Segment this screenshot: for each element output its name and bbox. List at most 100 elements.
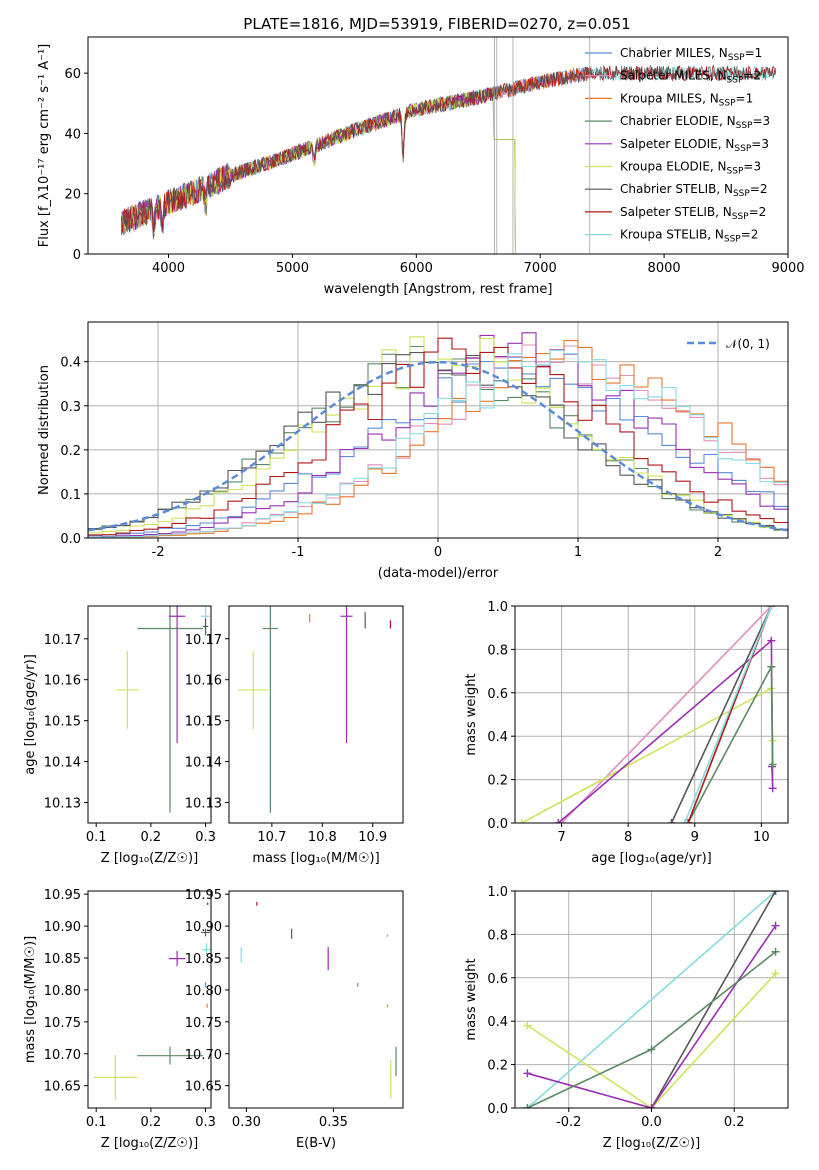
errorbar-point (93, 1055, 138, 1100)
y-tick-label: 10.70 (185, 1048, 222, 1063)
x-tick-label: 9000 (771, 261, 804, 276)
mass_vs_ebv-axes: 0.30 0.35 10.65 10.70 10.75 10.80 10.85 10.90 10… (185, 888, 404, 1151)
y-tick-label: 0.6 (487, 972, 508, 987)
y-tick-label: 1.0 (487, 885, 508, 900)
weight-marker (767, 606, 776, 610)
x-tick-label: 1 (574, 545, 582, 560)
x-tick-label: 5000 (276, 261, 309, 276)
weight-line-salpeter-elodie (557, 638, 774, 823)
x-tick-label: 0.0 (641, 1115, 662, 1130)
weight_vs_Z-lines (523, 891, 780, 1108)
y-tick-label: 0.1 (60, 488, 81, 503)
y-tick-label: 0.2 (487, 774, 508, 789)
spectrum-series-chabrier-stelib (121, 65, 776, 234)
legend-series-name: Chabrier MILES (620, 46, 711, 60)
legend-series-name: Kroupa ELODIE (620, 160, 710, 174)
legend-series-name: Salpeter STELIB (620, 205, 715, 219)
y-axis-label: age [log₁₀(age/yr)] (23, 654, 38, 775)
errorbar-point (238, 651, 269, 729)
y-tick-label: 10.90 (44, 920, 81, 935)
plot-frame (87, 36, 789, 255)
residuals-axes: -2 -1 0 1 2 0.0 0.1 0.2 0.3 0.4 (data-model)/error… (37, 321, 789, 581)
y-tick-label: 10.14 (44, 756, 81, 771)
y-tick-label: 0.4 (487, 1015, 508, 1030)
legend-nssp-sub: SSP (732, 212, 749, 222)
legend-nssp-value: =3 (752, 114, 770, 128)
y-tick-label: 10.15 (44, 715, 81, 730)
spectrum-series-kroupa-miles (121, 67, 591, 234)
weight-marker (680, 819, 689, 823)
y-tick-label: 0 (73, 248, 81, 263)
x-tick-label: 10.8 (308, 830, 337, 845)
legend-entry: Kroupa STELIB, NSSP=2 (620, 228, 758, 245)
legend-nssp-prefix: , N (710, 160, 727, 174)
y-tick-label: 20 (64, 188, 81, 203)
errorbar-point (201, 928, 210, 937)
x-tick-label: 9 (691, 830, 699, 845)
normal-reference-curve (88, 360, 788, 532)
y-tick-label: 0.0 (487, 1102, 508, 1117)
y-tick-label: 10.65 (185, 1080, 222, 1095)
legend-nssp-sub: SSP (727, 76, 744, 86)
legend-nssp-sub: SSP (734, 144, 751, 154)
spectrum-series-chabrier-elodie (121, 87, 516, 254)
legend-entry: Chabrier ELODIE, NSSP=3 (620, 114, 770, 131)
x-tick-label: -1 (292, 545, 305, 560)
x-tick-label: 8000 (648, 261, 681, 276)
weight-line-kroupa-elodie (526, 972, 777, 1108)
legend-nssp-sub: SSP (727, 167, 744, 177)
x-tick-label: 0.1 (86, 1115, 107, 1130)
y-tick-label: 10.16 (44, 674, 81, 689)
legend-nssp-value: =3 (743, 160, 761, 174)
age_vs_Z-points (116, 606, 210, 813)
y-tick-label: 0.8 (487, 928, 508, 943)
y-tick-label: 0.6 (487, 687, 508, 702)
x-axis-label: wavelength [Angstrom, rest frame] (324, 282, 553, 297)
plot-frame (514, 890, 789, 1109)
weight-line-chabrier-stelib (670, 606, 773, 823)
weight-marker (771, 969, 780, 978)
y-tick-label: 10.80 (185, 984, 222, 999)
y-tick-label: 10.14 (185, 756, 222, 771)
y-tick-label: 0.0 (60, 532, 81, 547)
x-tick-label: 10.9 (358, 830, 387, 845)
legend-series-name: Kroupa STELIB (620, 228, 707, 242)
x-axis-label: E(B-V) (296, 1136, 336, 1151)
x-tick-label: 0.2 (141, 1115, 162, 1130)
x-tick-label: 2 (714, 545, 722, 560)
legend-nssp-sub: SSP (733, 189, 750, 199)
x-tick-label: 8 (624, 830, 632, 845)
legend-nssp-sub: SSP (719, 98, 736, 108)
x-tick-label: 7000 (524, 261, 557, 276)
y-tick-label: 10.15 (185, 715, 222, 730)
residual-histograms (88, 332, 788, 538)
mass_vs_Z-points (93, 902, 211, 1100)
x-tick-label: 10.7 (257, 830, 286, 845)
legend-nssp-prefix: , N (702, 91, 719, 105)
weight-line-kroupa-stelib (684, 606, 773, 823)
histogram-kroupa-elodie (88, 336, 788, 534)
y-tick-label: 10.75 (44, 1016, 81, 1031)
weight-marker (523, 1069, 532, 1078)
errorbar-point (137, 606, 203, 813)
y-tick-label: 0.2 (60, 444, 81, 459)
legend-nssp-sub: SSP (736, 121, 753, 131)
y-tick-label: 10.85 (44, 952, 81, 967)
weight-marker (517, 819, 526, 823)
y-tick-label: 0.4 (487, 730, 508, 745)
weight_vs_Z-axes: -0.2 0.0 0.2 0.0 0.2 0.4 0.6 0.8 1.0 Z [log₁₀(Z/Z… (464, 885, 789, 1151)
legend-series-name: Chabrier ELODIE (620, 114, 719, 128)
weight-marker (767, 662, 776, 671)
histogram-kroupa-stelib (88, 349, 788, 538)
y-axis-label: Normed distribution (37, 365, 52, 495)
weight-marker (554, 819, 563, 823)
y-tick-label: 10.17 (185, 633, 222, 648)
legend-nssp-value: =1 (745, 46, 763, 60)
weight_vs_age-axes: 7 8 9 10 0.0 0.2 0.4 0.6 0.8 1.0 age [log₁₀(age/yr… (464, 600, 789, 866)
y-tick-label: 10.80 (44, 984, 81, 999)
legend-entry: Kroupa ELODIE, NSSP=3 (620, 160, 761, 177)
errorbar-point (202, 618, 209, 635)
y-tick-label: 0.2 (487, 1059, 508, 1074)
